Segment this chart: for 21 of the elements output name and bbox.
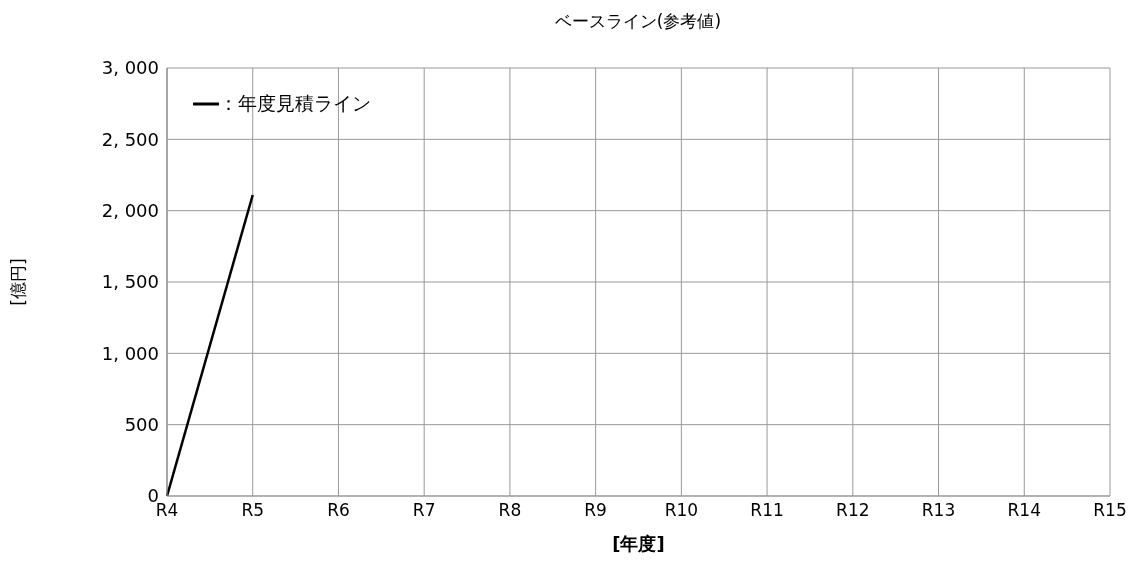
x-tick-label: R13 [921,500,956,521]
y-axis-title: [億円] [8,258,29,306]
x-tick-label: R9 [584,500,607,521]
legend-label: ：年度見積ライン [219,91,371,116]
x-tick-label: R7 [412,500,436,521]
y-tick-label: 2, 500 [101,128,159,150]
x-tick-label: R6 [327,500,350,521]
y-tick-label: 500 [124,414,159,436]
y-tick-label: 3, 000 [101,57,159,79]
x-tick-label: R11 [750,500,784,521]
y-tick-label: 2, 000 [101,200,159,222]
x-tick-label: R15 [1093,500,1127,521]
x-tick-label: R12 [836,500,870,521]
y-tick-label: 1, 500 [101,271,159,293]
y-tick-label: 1, 000 [101,342,159,364]
x-tick-label: R14 [1007,500,1041,521]
chart-title: ベースライン(参考値) [553,10,723,33]
x-tick-label: R5 [241,500,265,521]
x-tick-label: R10 [664,500,699,521]
x-axis-title: [年度] [612,533,665,554]
x-tick-label: R8 [498,500,522,521]
